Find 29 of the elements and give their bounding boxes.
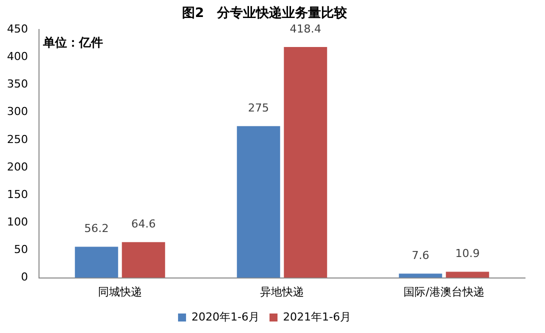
y-tick-label: 250 bbox=[6, 132, 28, 146]
x-tick-label: 国际/港澳台快递 bbox=[404, 285, 484, 298]
bar bbox=[284, 47, 328, 278]
legend-label: 2020年1-6月 bbox=[192, 310, 260, 324]
data-label: 7.6 bbox=[412, 248, 430, 262]
y-tick-label: 50 bbox=[14, 243, 28, 256]
bar bbox=[236, 126, 280, 278]
data-label: 418.4 bbox=[290, 22, 322, 36]
bar bbox=[446, 272, 490, 278]
bar bbox=[122, 242, 166, 278]
y-tick-label: 150 bbox=[6, 188, 28, 201]
data-label: 275 bbox=[248, 101, 270, 114]
chart-title: 图2 分专业快递业务量比较 bbox=[182, 5, 348, 22]
y-tick-label: 0 bbox=[20, 270, 28, 284]
y-tick-label: 350 bbox=[6, 78, 28, 91]
data-label: 56.2 bbox=[84, 222, 109, 236]
bar bbox=[74, 246, 118, 278]
y-tick-label: 400 bbox=[6, 50, 28, 64]
x-tick-label: 异地快递 bbox=[260, 285, 304, 298]
legend-label: 2021年1-6月 bbox=[283, 310, 351, 324]
x-tick-label: 同城快递 bbox=[98, 285, 142, 298]
data-label: 10.9 bbox=[455, 247, 480, 260]
y-tick-label: 100 bbox=[6, 216, 28, 229]
bar bbox=[398, 274, 442, 278]
y-tick-label: 300 bbox=[6, 105, 28, 118]
y-tick-label: 200 bbox=[6, 160, 28, 174]
data-label: 64.6 bbox=[131, 218, 156, 231]
y-tick-label: 450 bbox=[6, 22, 28, 36]
annotation: 单位：亿件 bbox=[42, 36, 103, 50]
